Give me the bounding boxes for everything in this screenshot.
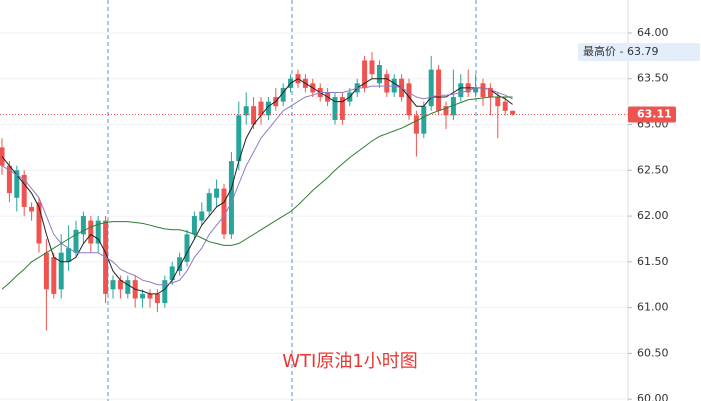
candle-body: [487, 87, 493, 98]
candle-body: [66, 248, 72, 262]
candle-body: [162, 280, 168, 304]
candle-body: [510, 110, 516, 115]
candle-body: [125, 280, 131, 294]
y-tick-label: 61.00: [637, 301, 669, 314]
candle-body: [228, 161, 234, 235]
candle-body: [450, 97, 456, 116]
candle-body: [21, 174, 27, 207]
candle-body: [362, 60, 368, 88]
candle-body: [251, 106, 257, 125]
candle-body: [265, 101, 271, 116]
candle-body: [436, 69, 442, 111]
last-price-badge: [628, 106, 676, 123]
high-marker-label: 最高价 - 63.79: [583, 44, 658, 58]
candle-body: [58, 252, 64, 290]
y-tick-label: 62.00: [637, 209, 669, 222]
candle-body: [376, 65, 382, 84]
candle-body: [473, 87, 479, 93]
candle-body: [43, 252, 49, 290]
candle-body: [199, 211, 205, 221]
candle-body: [495, 97, 501, 107]
candle-body: [184, 234, 190, 262]
candle-body: [206, 193, 212, 212]
y-tick-label: 61.50: [637, 255, 669, 268]
candle-body: [236, 115, 242, 162]
candle-body: [154, 293, 160, 304]
candle-body: [80, 216, 86, 235]
candle-body: [88, 220, 94, 244]
candle-body: [384, 74, 390, 93]
price-axis: 60.0060.5061.0061.5062.0062.5063.0063.50…: [578, 26, 700, 401]
candle-body: [502, 101, 508, 111]
candle-body: [110, 280, 116, 290]
candle-body: [221, 188, 227, 235]
last-price-label: 63.11: [637, 107, 672, 120]
candle-body: [258, 101, 264, 116]
moving-average-line: [1, 96, 513, 290]
candle-body: [169, 266, 175, 281]
candle-body: [406, 83, 412, 116]
candle-body: [147, 293, 153, 299]
candle-body: [280, 87, 286, 102]
candle-body: [480, 83, 486, 98]
candle-body: [95, 220, 101, 244]
candle-body: [443, 106, 449, 116]
chart-caption: WTI原油1小时图: [282, 351, 418, 372]
candle-body: [421, 106, 427, 134]
y-tick-label: 62.50: [637, 163, 669, 176]
y-tick-label: 64.00: [637, 26, 669, 39]
y-tick-label: 60.00: [637, 392, 669, 401]
high-marker-badge: [578, 43, 700, 62]
candle-body: [14, 170, 20, 198]
candle-body: [177, 257, 183, 271]
candle-body: [6, 165, 12, 194]
candle-body: [332, 97, 338, 120]
candle-body: [117, 280, 123, 290]
candle-body: [458, 83, 464, 98]
y-tick-label: 63.50: [637, 72, 669, 85]
plot: [0, 52, 628, 331]
candle-body: [36, 202, 42, 244]
candle-body: [413, 115, 419, 134]
candle-body: [51, 257, 57, 294]
candle-body: [369, 60, 375, 75]
candle-body: [140, 293, 146, 299]
candle-body: [243, 106, 249, 116]
y-tick-label: 60.50: [637, 346, 669, 359]
candle-body: [339, 97, 345, 120]
candle-body: [191, 216, 197, 235]
moving-average-line: [1, 78, 513, 295]
candle-body: [428, 69, 434, 107]
candle-body: [29, 206, 35, 212]
candle-body: [214, 188, 220, 198]
candle-body: [73, 229, 79, 253]
moving-average-line: [1, 85, 513, 286]
